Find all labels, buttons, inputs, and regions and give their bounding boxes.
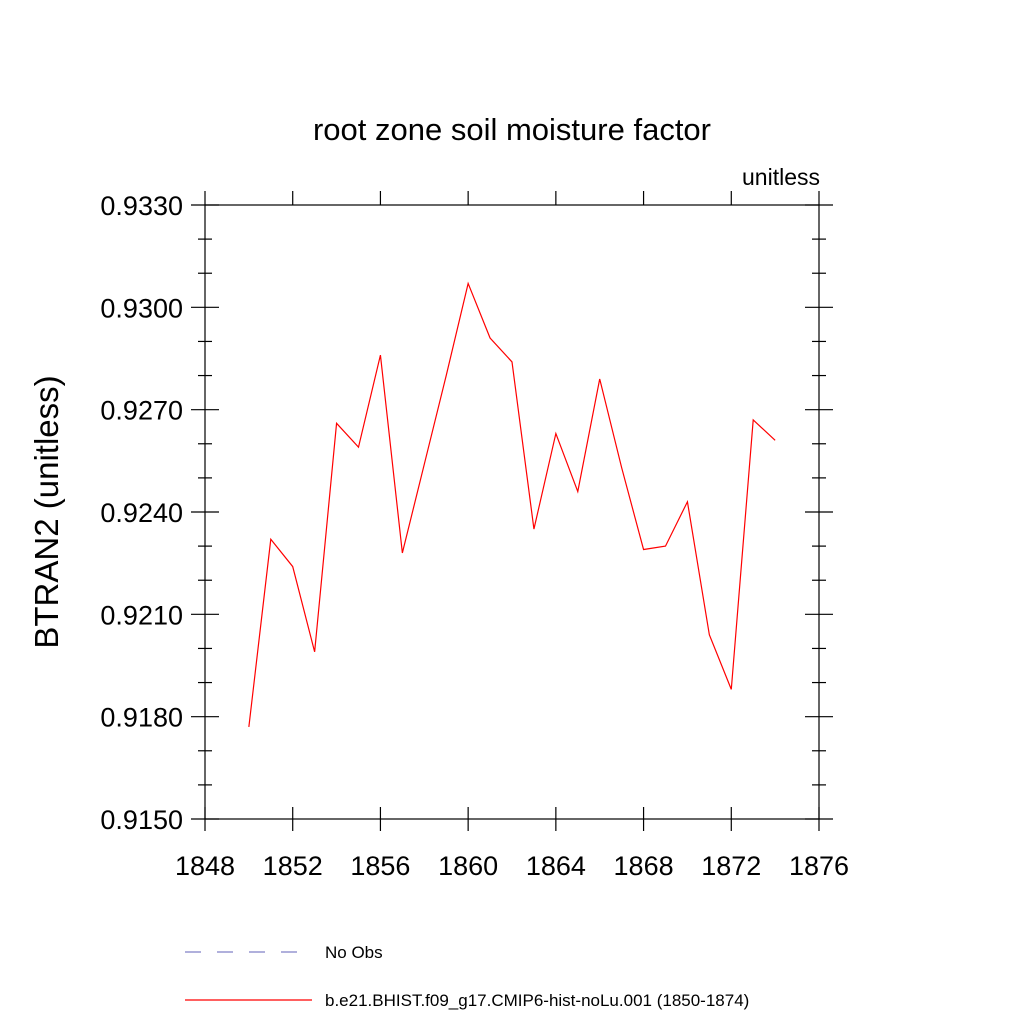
y-tick-label: 0.9330 [100, 191, 183, 221]
legend-label: b.e21.BHIST.f09_g17.CMIP6-hist-noLu.001 … [325, 991, 749, 1010]
legend-label: No Obs [325, 943, 383, 962]
x-axis-ticks: 1848 1852 1856 1860 1864 1868 1872 1876 [175, 191, 849, 881]
x-tick-label: 1856 [350, 851, 410, 881]
plot-frame [204, 204, 820, 820]
x-tick-label: 1848 [175, 851, 235, 881]
y-tick-label: 0.9270 [100, 396, 183, 426]
x-tick-label: 1872 [701, 851, 761, 881]
units-label: unitless [742, 164, 820, 190]
legend: No Obs b.e21.BHIST.f09_g17.CMIP6-hist-noL… [185, 943, 749, 1010]
y-tick-label: 0.9210 [100, 600, 183, 630]
x-tick-label: 1860 [438, 851, 498, 881]
y-axis-ticks: 0.9150 0.9180 0.9210 0.9240 0.9270 0.9300 0.93… [100, 191, 833, 835]
x-tick-label: 1876 [789, 851, 849, 881]
y-tick-label: 0.9240 [100, 498, 183, 528]
plot-area [248, 281, 776, 727]
x-tick-label: 1868 [614, 851, 674, 881]
y-tick-label: 0.9180 [100, 703, 183, 733]
chart-title: root zone soil moisture factor [313, 112, 711, 147]
x-tick-label: 1864 [526, 851, 586, 881]
series-line [248, 281, 776, 727]
x-tick-label: 1852 [263, 851, 323, 881]
y-tick-label: 0.9150 [100, 805, 183, 835]
y-tick-label: 0.9300 [100, 293, 183, 323]
y-axis-label: BTRAN2 (unitless) [28, 375, 65, 648]
